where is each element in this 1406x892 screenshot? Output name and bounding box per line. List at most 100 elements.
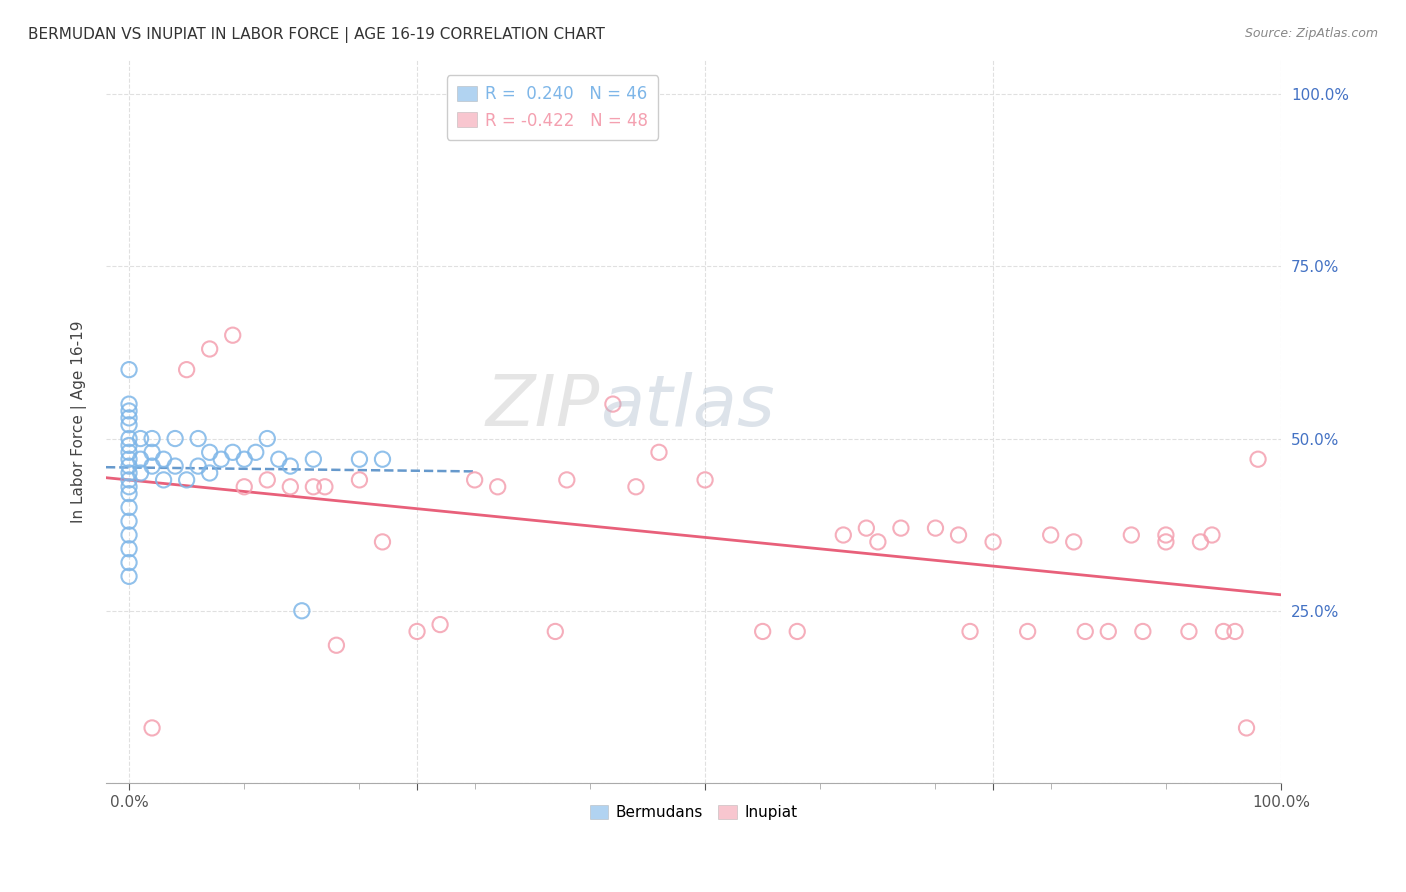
Point <box>544 624 567 639</box>
Point <box>118 514 141 528</box>
Point <box>302 480 325 494</box>
Point <box>129 452 152 467</box>
Point <box>302 452 325 467</box>
Point <box>1074 624 1097 639</box>
Point <box>648 445 671 459</box>
Point <box>1236 721 1258 735</box>
Point <box>464 473 486 487</box>
Point <box>981 535 1004 549</box>
Point <box>118 445 141 459</box>
Point <box>118 417 141 432</box>
Point <box>187 432 209 446</box>
Point <box>1223 624 1246 639</box>
Point <box>222 445 245 459</box>
Point <box>118 466 141 480</box>
Text: BERMUDAN VS INUPIAT IN LABOR FORCE | AGE 16-19 CORRELATION CHART: BERMUDAN VS INUPIAT IN LABOR FORCE | AGE… <box>28 27 605 43</box>
Point <box>118 362 141 376</box>
Point <box>118 432 141 446</box>
Point <box>198 445 221 459</box>
Point <box>176 473 198 487</box>
Point <box>176 362 198 376</box>
Point <box>118 452 141 467</box>
Point <box>118 480 141 494</box>
Text: Source: ZipAtlas.com: Source: ZipAtlas.com <box>1244 27 1378 40</box>
Point <box>118 397 141 411</box>
Point <box>349 452 371 467</box>
Point <box>429 617 451 632</box>
Point <box>948 528 970 542</box>
Point <box>152 473 174 487</box>
Point <box>267 452 290 467</box>
Point <box>118 541 141 556</box>
Point <box>256 432 278 446</box>
Point <box>118 556 141 570</box>
Point <box>1201 528 1223 542</box>
Point <box>291 604 314 618</box>
Point <box>118 486 141 500</box>
Point <box>1121 528 1143 542</box>
Point <box>129 432 152 446</box>
Point <box>1212 624 1234 639</box>
Point <box>486 480 509 494</box>
Point <box>165 432 187 446</box>
Point <box>314 480 336 494</box>
Legend: Bermudans, Inupiat: Bermudans, Inupiat <box>583 798 803 826</box>
Point <box>1178 624 1201 639</box>
Point <box>693 473 716 487</box>
Point <box>141 445 163 459</box>
Point <box>371 535 394 549</box>
Point <box>1154 528 1177 542</box>
Point <box>349 473 371 487</box>
Point <box>141 432 163 446</box>
Point <box>890 521 912 535</box>
Point <box>129 466 152 480</box>
Point <box>1097 624 1119 639</box>
Point <box>278 459 301 474</box>
Point <box>866 535 889 549</box>
Point <box>624 480 647 494</box>
Point <box>555 473 578 487</box>
Point <box>222 328 245 343</box>
Point <box>924 521 946 535</box>
Point <box>118 410 141 425</box>
Point <box>832 528 855 542</box>
Text: ZIP: ZIP <box>485 372 599 442</box>
Point <box>118 438 141 452</box>
Point <box>118 500 141 515</box>
Point <box>1154 535 1177 549</box>
Y-axis label: In Labor Force | Age 16-19: In Labor Force | Age 16-19 <box>72 320 87 523</box>
Point <box>1017 624 1039 639</box>
Point <box>233 452 256 467</box>
Point <box>198 466 221 480</box>
Point <box>1189 535 1212 549</box>
Point <box>118 528 141 542</box>
Point <box>209 452 232 467</box>
Point <box>1039 528 1062 542</box>
Point <box>786 624 808 639</box>
Point <box>1247 452 1270 467</box>
Point <box>245 445 267 459</box>
Point <box>371 452 394 467</box>
Point <box>118 569 141 583</box>
Text: atlas: atlas <box>599 372 775 442</box>
Point <box>1063 535 1085 549</box>
Point <box>233 480 256 494</box>
Point <box>118 473 141 487</box>
Point <box>141 721 163 735</box>
Point <box>602 397 624 411</box>
Point <box>165 459 187 474</box>
Point <box>855 521 877 535</box>
Point <box>406 624 429 639</box>
Point <box>1132 624 1154 639</box>
Point <box>198 342 221 356</box>
Point <box>118 459 141 474</box>
Point <box>278 480 301 494</box>
Point <box>751 624 773 639</box>
Point <box>141 459 163 474</box>
Point <box>152 452 174 467</box>
Point <box>959 624 981 639</box>
Point <box>118 404 141 418</box>
Point <box>256 473 278 487</box>
Point <box>325 638 347 652</box>
Point <box>187 459 209 474</box>
